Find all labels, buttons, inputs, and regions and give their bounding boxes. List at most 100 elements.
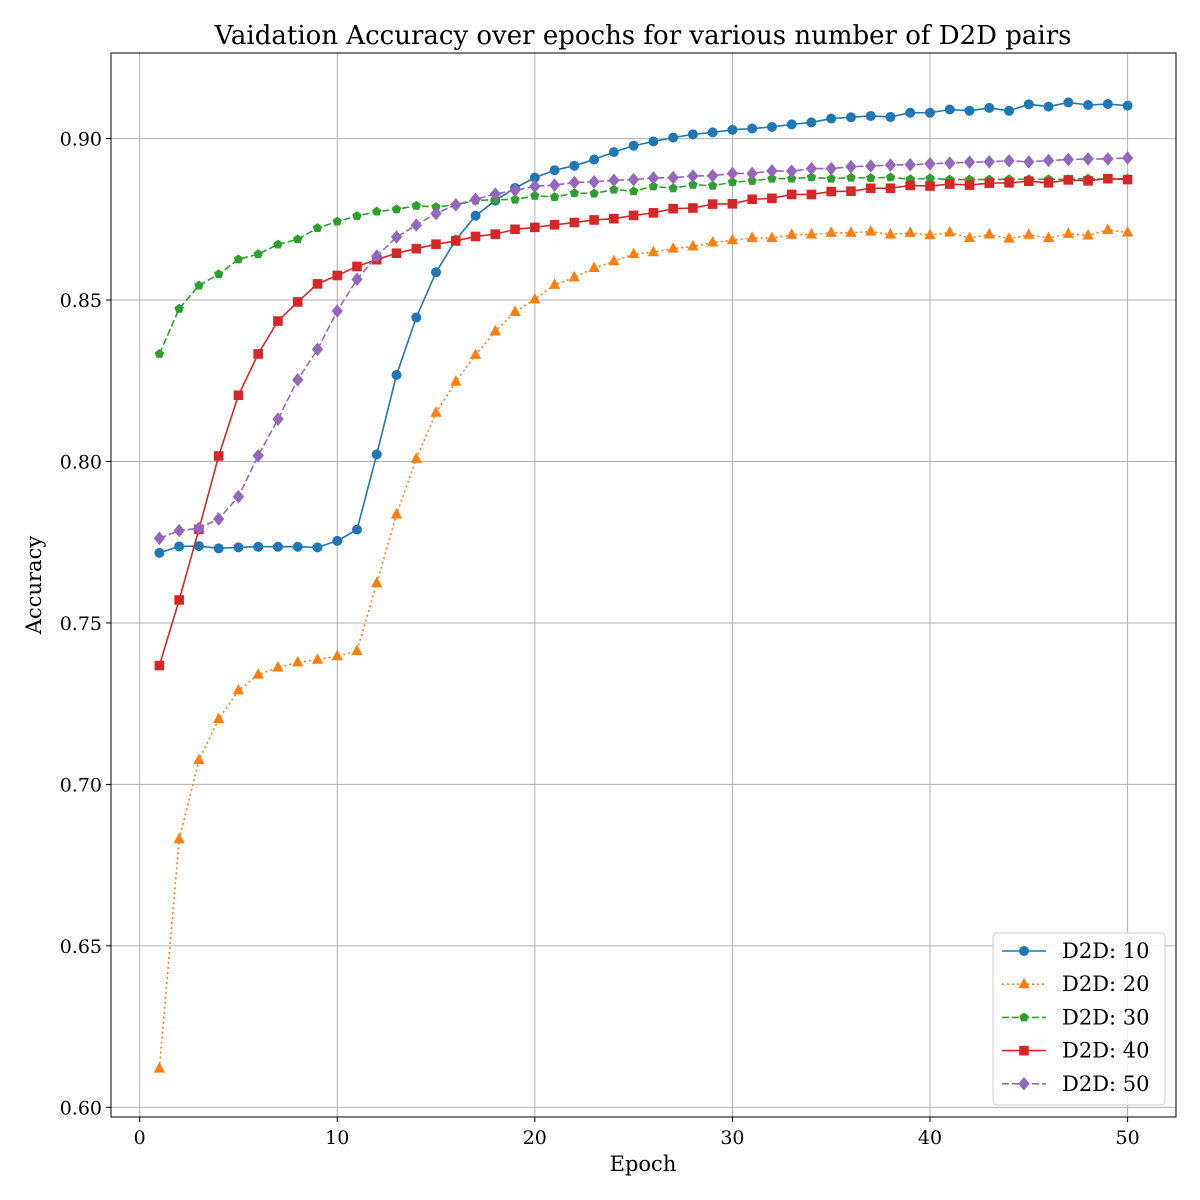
data-point — [372, 206, 382, 216]
data-point — [193, 521, 205, 536]
data-point — [391, 204, 402, 214]
data-point — [1083, 176, 1093, 186]
data-point — [390, 230, 403, 244]
data-point — [905, 107, 916, 118]
data-point — [490, 229, 501, 239]
data-point — [825, 161, 837, 176]
data-point — [727, 177, 738, 187]
data-point — [826, 173, 836, 183]
data-point — [964, 180, 975, 190]
data-point — [292, 541, 303, 552]
data-point — [530, 190, 540, 200]
data-point — [963, 231, 976, 243]
data-point — [1121, 151, 1134, 165]
data-point — [667, 242, 679, 253]
y-axis-label: Accuracy — [22, 536, 46, 636]
data-point — [608, 173, 620, 188]
ticks: 0 10 20 30 40 50 0.60 0.65 0.70 0.75 0.80 0.85 0.90 — [60, 129, 1140, 1149]
data-point — [865, 225, 877, 236]
data-point — [213, 451, 224, 461]
data-point — [924, 228, 936, 240]
series-5 — [153, 151, 1134, 546]
data-point — [687, 239, 699, 251]
data-point — [825, 226, 837, 237]
legend-marker — [1019, 946, 1029, 956]
data-point — [1062, 152, 1074, 167]
data-point — [214, 269, 224, 279]
data-point — [153, 531, 166, 546]
data-point — [173, 832, 185, 844]
series-1 — [154, 97, 1133, 558]
data-point — [766, 231, 778, 243]
data-point — [233, 390, 244, 401]
data-point — [846, 172, 856, 182]
data-point — [608, 147, 619, 158]
data-point — [767, 173, 777, 183]
data-point — [707, 199, 718, 209]
data-point — [410, 452, 422, 463]
data-point — [1103, 173, 1113, 184]
data-point — [194, 280, 204, 290]
data-point — [963, 155, 976, 169]
data-point — [174, 541, 185, 552]
y-tick-label: 0.85 — [60, 290, 102, 312]
y-tick-label: 0.90 — [60, 129, 102, 151]
data-point — [233, 254, 244, 264]
data-point — [351, 524, 362, 535]
data-point — [312, 542, 323, 553]
data-point — [371, 576, 383, 588]
data-point — [430, 406, 442, 417]
data-point — [806, 117, 817, 128]
data-point — [569, 188, 580, 198]
data-point — [411, 200, 421, 210]
data-point — [826, 186, 837, 197]
data-point — [1082, 228, 1094, 240]
data-point — [331, 304, 343, 318]
data-point — [845, 112, 856, 123]
data-point — [470, 231, 481, 242]
data-point — [311, 342, 324, 357]
data-point — [589, 188, 599, 198]
legend-item: D2D: 20 — [1002, 972, 1150, 996]
x-tick-label: 20 — [523, 1127, 547, 1149]
data-point — [885, 183, 896, 194]
data-point — [747, 175, 757, 185]
data-point — [233, 542, 244, 553]
data-point — [767, 193, 777, 204]
data-point — [905, 180, 916, 191]
data-point — [726, 233, 739, 245]
data-point — [687, 169, 699, 183]
data-point — [846, 186, 856, 197]
data-point — [964, 105, 975, 116]
data-point — [332, 270, 343, 281]
data-point — [1102, 152, 1114, 166]
data-point — [588, 175, 600, 189]
data-point — [253, 249, 263, 259]
data-point — [786, 164, 798, 178]
legend-marker — [1019, 1045, 1029, 1056]
data-point — [351, 272, 363, 287]
data-point — [865, 110, 876, 121]
data-point — [628, 140, 639, 151]
data-point — [925, 181, 935, 191]
data-point — [1062, 227, 1074, 238]
data-point — [1023, 176, 1034, 186]
data-point — [688, 203, 698, 213]
data-point — [1004, 178, 1014, 188]
data-point — [589, 215, 599, 225]
data-point — [510, 194, 520, 204]
data-point — [253, 541, 264, 552]
data-point — [1063, 97, 1074, 108]
legend-marker — [1019, 1012, 1029, 1022]
data-point — [688, 179, 698, 189]
legend-item: D2D: 30 — [1002, 1005, 1150, 1029]
data-point — [332, 216, 342, 226]
data-point — [787, 173, 797, 183]
data-point — [174, 303, 184, 313]
data-point — [924, 156, 936, 171]
x-tick-label: 30 — [720, 1127, 744, 1149]
series-line — [159, 157, 1128, 540]
series-4 — [154, 173, 1133, 671]
legend-label: D2D: 50 — [1062, 1072, 1150, 1096]
data-point — [667, 170, 679, 185]
